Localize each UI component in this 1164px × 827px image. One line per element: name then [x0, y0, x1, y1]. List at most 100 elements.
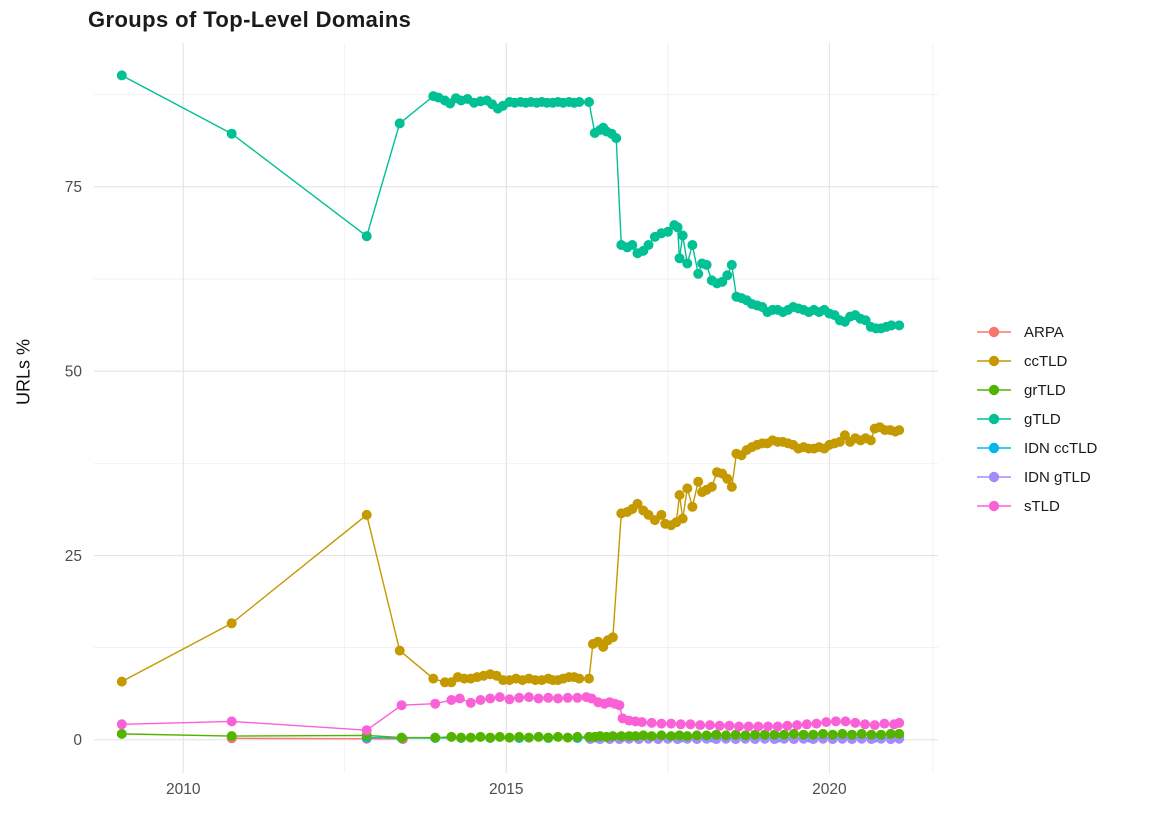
legend-item-label: ARPA	[1024, 323, 1064, 341]
data-point-gTLD	[394, 118, 405, 129]
legend-item-stld: sTLD	[976, 495, 1097, 517]
x-tick-label: 2015	[489, 781, 523, 798]
data-point-gTLD	[674, 253, 685, 264]
legend: ARPA ccTLD grTLD gTLD IDN ccTLD IDN gTLD…	[976, 321, 1097, 517]
data-point-ccTLD	[674, 490, 685, 500]
data-point-ccTLD	[428, 673, 439, 684]
legend-item-label: gTLD	[1024, 410, 1061, 428]
data-point-sTLD	[772, 721, 783, 732]
data-point-ccTLD	[607, 632, 618, 643]
data-point-ccTLD	[722, 473, 733, 484]
data-point-sTLD	[821, 717, 832, 728]
data-point-sTLD	[782, 720, 793, 731]
data-point-ccTLD	[574, 673, 585, 684]
data-point-sTLD	[860, 719, 870, 730]
x-tick-label: 2010	[166, 781, 201, 798]
chart-title: Groups of Top-Level Domains	[88, 7, 412, 32]
data-point-sTLD	[226, 716, 237, 727]
data-point-sTLD	[562, 692, 573, 703]
data-point-gTLD	[226, 128, 237, 139]
data-point-sTLD	[734, 721, 744, 732]
data-point-grTLD	[616, 731, 627, 742]
data-point-grTLD	[646, 731, 657, 742]
data-point-sTLD	[485, 693, 496, 704]
data-point-sTLD	[553, 693, 563, 704]
data-point-ccTLD	[632, 498, 643, 509]
data-point-grTLD	[533, 731, 544, 742]
legend-key-icon	[977, 471, 1011, 483]
data-point-grTLD	[475, 731, 486, 742]
data-point-gTLD	[886, 320, 897, 331]
data-point-ccTLD	[116, 676, 127, 687]
data-point-grTLD	[523, 732, 534, 743]
data-point-sTLD	[430, 698, 441, 709]
data-point-gTLD	[701, 259, 712, 270]
data-point-gTLD	[643, 240, 654, 250]
data-point-ccTLD	[584, 673, 594, 684]
data-point-grTLD	[666, 731, 677, 742]
y-tick-label: 50	[65, 364, 83, 381]
x-tick-label: 2020	[812, 781, 847, 798]
data-point-sTLD	[695, 720, 706, 731]
data-point-ccTLD	[693, 476, 704, 487]
data-point-ccTLD	[226, 618, 237, 629]
data-point-gTLD	[662, 226, 673, 237]
data-point-grTLD	[837, 728, 848, 739]
data-point-sTLD	[685, 719, 696, 730]
data-point-gTLD	[672, 222, 683, 233]
data-point-grTLD	[818, 728, 828, 739]
legend-item-label: ccTLD	[1024, 352, 1068, 370]
legend-item-gtld: gTLD	[976, 408, 1097, 430]
data-point-sTLD	[811, 718, 822, 729]
data-point-sTLD	[116, 719, 127, 730]
data-point-sTLD	[454, 693, 465, 704]
data-point-sTLD	[396, 700, 407, 711]
data-point-sTLD	[465, 697, 476, 708]
data-point-ccTLD	[687, 501, 698, 512]
data-point-sTLD	[753, 721, 764, 732]
data-point-grTLD	[798, 729, 809, 740]
data-point-grTLD	[396, 732, 407, 743]
data-point-sTLD	[614, 700, 625, 711]
data-point-gTLD	[584, 97, 594, 107]
data-point-grTLD	[779, 729, 790, 740]
legend-item-label: sTLD	[1024, 497, 1060, 515]
data-point-sTLD	[840, 716, 851, 727]
legend-item-idn-gtld: IDN gTLD	[976, 466, 1097, 488]
data-point-grTLD	[630, 731, 641, 742]
data-point-grTLD	[701, 730, 712, 741]
data-point-sTLD	[533, 693, 544, 704]
data-point-gTLD	[687, 240, 698, 250]
data-point-sTLD	[637, 717, 647, 728]
legend-item-idn-cctld: IDN ccTLD	[976, 437, 1097, 459]
data-point-grTLD	[721, 730, 731, 741]
data-point-grTLD	[656, 730, 667, 741]
legend-item-grtld: grTLD	[976, 379, 1097, 401]
data-point-sTLD	[361, 725, 372, 736]
data-point-grTLD	[514, 731, 525, 742]
data-point-grTLD	[456, 732, 467, 743]
data-point-sTLD	[514, 692, 525, 703]
data-point-grTLD	[562, 732, 573, 743]
data-point-sTLD	[869, 720, 880, 731]
legend-item-cctld: ccTLD	[976, 350, 1097, 372]
data-point-grTLD	[226, 731, 237, 742]
data-point-grTLD	[543, 732, 554, 743]
legend-key-icon	[977, 355, 1011, 367]
data-point-ccTLD	[865, 435, 876, 446]
data-point-grTLD	[847, 729, 857, 740]
data-point-grTLD	[856, 728, 867, 739]
data-point-ccTLD	[361, 509, 372, 520]
data-point-gTLD	[116, 70, 127, 81]
data-point-grTLD	[885, 728, 896, 739]
data-point-grTLD	[430, 732, 441, 743]
data-point-ccTLD	[682, 483, 693, 494]
data-point-sTLD	[763, 721, 773, 732]
data-point-grTLD	[485, 732, 496, 743]
data-point-sTLD	[523, 692, 534, 703]
y-tick-label: 0	[73, 732, 82, 749]
data-point-grTLD	[572, 731, 583, 742]
legend-item-label: grTLD	[1024, 381, 1066, 399]
